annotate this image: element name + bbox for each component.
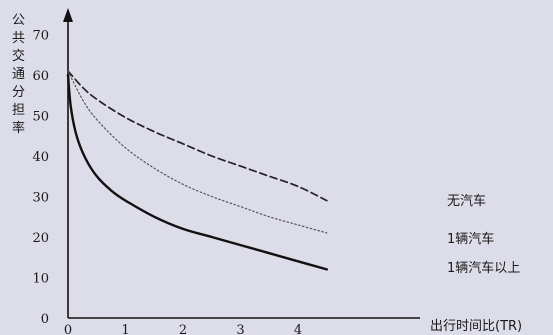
x-tick-label: 3 xyxy=(236,323,244,335)
y-axis-title-char: 交 xyxy=(12,48,25,64)
x-tick-label: 2 xyxy=(179,323,187,335)
y-tick-label: 70 xyxy=(32,29,49,44)
x-tick-label: 4 xyxy=(294,323,302,335)
y-axis-title-char: 分 xyxy=(12,85,25,100)
series-line xyxy=(67,70,328,202)
x-tick-label: 1 xyxy=(121,323,129,335)
x-tick-labels: 0 1 2 3 4 xyxy=(64,323,302,335)
x-tick-label: 0 xyxy=(64,323,72,335)
y-tick-label: 10 xyxy=(32,272,49,287)
y-axis-arrow xyxy=(63,8,73,22)
y-axis-title-char: 通 xyxy=(12,67,25,82)
series-line xyxy=(66,73,328,271)
series-labels: 无汽车 1辆汽车 1辆汽车以上 xyxy=(447,193,520,276)
y-axis xyxy=(63,8,73,318)
y-axis-title-char: 公 xyxy=(12,13,25,28)
y-tick-label: 60 xyxy=(32,69,49,84)
y-tick-label: 30 xyxy=(32,191,49,206)
y-tick-label: 40 xyxy=(32,150,49,165)
series-label: 1辆汽车 xyxy=(447,231,494,247)
y-tick-label: 50 xyxy=(32,110,49,125)
series-lines xyxy=(66,70,328,271)
y-axis-title-char: 率 xyxy=(12,120,25,136)
y-tick-labels: 0 10 20 30 40 50 60 70 xyxy=(32,29,49,328)
series-label: 1辆汽车以上 xyxy=(447,260,520,276)
y-axis-title-char: 共 xyxy=(12,31,25,46)
series-label: 无汽车 xyxy=(447,193,486,209)
x-axis-title: 出行时间比(TR) xyxy=(430,319,522,334)
y-tick-label: 20 xyxy=(32,231,49,246)
y-tick-label: 0 xyxy=(41,312,49,327)
series-line xyxy=(67,70,328,234)
y-axis-title-char: 担 xyxy=(12,103,25,118)
